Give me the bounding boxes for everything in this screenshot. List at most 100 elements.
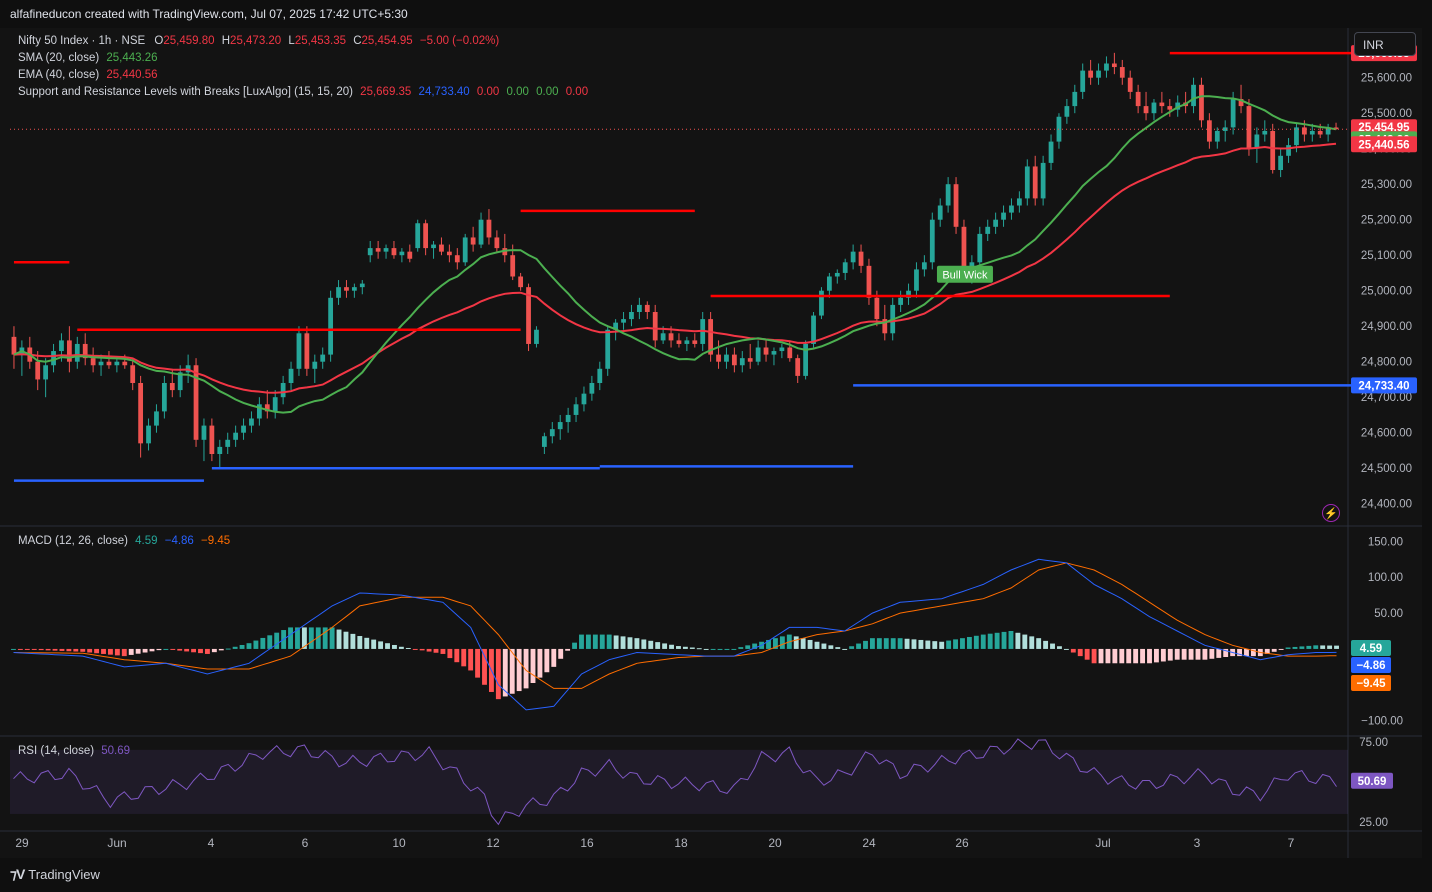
macd-histogram-bar (1174, 648, 1180, 660)
rsi-value-text: 50.69 (1358, 776, 1387, 788)
candle-body (1119, 67, 1125, 78)
attribution-text: alfafineducon created with TradingView.c… (10, 7, 408, 21)
macd-histogram-bar (322, 627, 328, 649)
macd-histogram-bar (246, 643, 252, 649)
macd-histogram-bar (38, 648, 44, 651)
macd-histogram-bar (509, 648, 515, 694)
macd-histogram-bar (198, 648, 203, 654)
macd-histogram-bar (1001, 631, 1007, 649)
candle-body (937, 205, 943, 220)
macd-histogram-bar (1244, 648, 1249, 657)
sr-legend: Support and Resistance Levels with Break… (18, 86, 592, 98)
macd-histogram-bar (641, 639, 647, 649)
macd-histogram-bar (572, 642, 577, 649)
candle-body (201, 425, 207, 440)
candle-body (763, 347, 769, 355)
attribution-bar: alfafineducon created with TradingView.c… (0, 0, 1432, 28)
macd-histogram-bar (426, 648, 432, 652)
macd-histogram-bar (696, 648, 702, 650)
candle-body (629, 312, 634, 320)
macd-histogram-bar (946, 640, 952, 649)
candle-body (779, 347, 785, 352)
macd-histogram-bar (1015, 632, 1021, 649)
close-label: C (353, 35, 362, 47)
candle-body (882, 319, 888, 334)
candle-body (1262, 130, 1268, 135)
macd-histogram-bar (482, 648, 487, 685)
macd-histogram-bar (599, 634, 605, 649)
macd-histogram-bar (953, 639, 958, 649)
candle-body (993, 219, 999, 227)
macd-histogram-bar (1153, 648, 1159, 663)
macd-histogram-bar (1036, 638, 1042, 649)
macd-histogram-bar (994, 632, 1000, 649)
macd-histogram-bar (385, 643, 390, 649)
macd-histogram-bar (904, 638, 910, 649)
candle-body (130, 365, 136, 383)
candle-body (494, 237, 500, 249)
macd-histogram-bar (966, 636, 972, 649)
price-tick-label: 25,500.00 (1361, 108, 1412, 120)
candle-body (953, 184, 959, 227)
price-tick-label: 24,400.00 (1361, 499, 1412, 511)
price-tick-label: 25,200.00 (1361, 215, 1412, 227)
macd-histogram-bar (80, 648, 86, 652)
footer-bar (0, 858, 1432, 892)
macd-histogram-bar (267, 635, 273, 649)
macd-histogram-bar (773, 638, 778, 649)
macd-histogram-bar (1320, 645, 1326, 649)
candle-body (74, 343, 80, 362)
macd-histogram-bar (1306, 645, 1312, 649)
macd-histogram-bar (669, 644, 674, 649)
macd-histogram-bar (1237, 648, 1242, 657)
candle-body (312, 361, 318, 369)
macd-histogram-bar (766, 639, 771, 649)
candle-body (898, 297, 904, 305)
candle-body (256, 404, 262, 419)
macd-histogram-bar (745, 645, 751, 649)
macd-histogram-bar (260, 637, 266, 649)
candle-body (652, 312, 658, 341)
macd-histogram-bar (170, 648, 176, 650)
macd-histogram-bar (274, 632, 280, 649)
macd-histogram-bar (329, 627, 335, 649)
macd-histogram-bar (135, 648, 141, 654)
macd-histogram-bar (676, 646, 681, 649)
candle-body (249, 418, 254, 426)
candle-body (177, 372, 183, 391)
candle-body (399, 251, 405, 256)
macd-histogram-bar (1285, 647, 1291, 649)
macd-tick-label: −100.00 (1361, 716, 1403, 728)
candle-body (478, 219, 484, 245)
macd-histogram-bar (544, 648, 550, 673)
candle-body (636, 304, 642, 312)
rsi-tick-label: 75.00 (1359, 737, 1388, 749)
candle-body (233, 432, 239, 440)
macd-histogram-bar (613, 635, 619, 649)
macd-histogram-bar (1105, 648, 1111, 664)
candle-body (850, 251, 856, 263)
macd-histogram-bar (648, 640, 654, 649)
macd-histogram-bar (121, 648, 127, 657)
time-tick-label: 10 (392, 836, 406, 850)
candle-body (842, 262, 848, 273)
macd-histogram-bar (108, 648, 113, 655)
macd-histogram-bar (412, 648, 418, 650)
time-tick-label: 7 (1288, 836, 1295, 850)
macd-histogram-bar (1264, 648, 1270, 654)
currency-button[interactable]: INR (1354, 32, 1416, 56)
rsi-value-tag (1351, 772, 1393, 789)
macd-histogram-bar (1292, 646, 1298, 649)
macd-histogram-bar (800, 638, 806, 649)
candle-body (1222, 127, 1228, 131)
time-tick-label: Jun (107, 836, 126, 850)
candle-body (51, 351, 56, 366)
macd-histogram-bar (502, 648, 508, 697)
macd-histogram-bar (980, 634, 986, 649)
candle-body (739, 358, 745, 366)
macd-histogram-bar (218, 648, 224, 651)
lightning-icon[interactable]: ⚡ (1322, 504, 1340, 522)
ema-value: 25,440.56 (106, 69, 158, 81)
candle-body (644, 304, 650, 312)
